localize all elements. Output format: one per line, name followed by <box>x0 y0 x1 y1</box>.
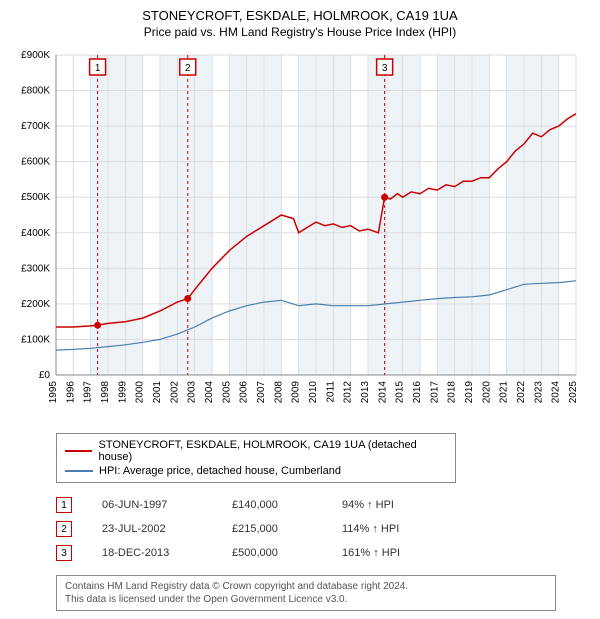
transaction-badge: 2 <box>56 521 72 537</box>
x-tick-label: 2024 <box>551 381 562 404</box>
x-tick-label: 2008 <box>273 381 284 404</box>
y-tick-label: £200K <box>21 299 50 310</box>
x-tick-label: 2015 <box>395 381 406 404</box>
x-tick-label: 2006 <box>239 381 250 404</box>
x-tick-label: 2004 <box>204 381 215 404</box>
x-tick-label: 2003 <box>187 381 198 404</box>
x-tick-label: 2001 <box>152 381 163 404</box>
transaction-price: £215,000 <box>232 523 312 535</box>
x-tick-label: 2005 <box>221 381 232 404</box>
marker-badge-number: 3 <box>382 63 388 74</box>
x-tick-label: 1995 <box>48 381 59 404</box>
x-tick-label: 2022 <box>516 381 527 404</box>
x-tick-label: 2011 <box>325 381 336 403</box>
transaction-price: £500,000 <box>232 547 312 559</box>
x-tick-label: 1999 <box>117 381 128 404</box>
legend-label: STONEYCROFT, ESKDALE, HOLMROOK, CA19 1UA… <box>98 439 447 463</box>
x-tick-label: 2021 <box>499 381 510 404</box>
y-tick-label: £600K <box>21 157 50 168</box>
chart-container: £0 £100K £200K £300K £400K £500K £600K £700K £80… <box>8 45 592 425</box>
legend-label: HPI: Average price, detached house, Cumb… <box>99 465 341 477</box>
x-tick-label: 2010 <box>308 381 319 404</box>
y-tick-label: £700K <box>21 121 50 132</box>
attribution-line2: This data is licensed under the Open Gov… <box>65 593 547 606</box>
x-tick-label: 2023 <box>533 381 544 404</box>
transaction-badge: 3 <box>56 545 72 561</box>
chart-subtitle: Price paid vs. HM Land Registry's House … <box>8 25 592 39</box>
legend-row: STONEYCROFT, ESKDALE, HOLMROOK, CA19 1UA… <box>65 438 447 464</box>
chart-title: STONEYCROFT, ESKDALE, HOLMROOK, CA19 1UA <box>8 8 592 23</box>
legend-row: HPI: Average price, detached house, Cumb… <box>65 464 447 478</box>
transaction-badge: 1 <box>56 497 72 513</box>
x-tick-label: 2002 <box>169 381 180 404</box>
x-tick-label: 2014 <box>377 381 388 404</box>
marker-badge-number: 1 <box>95 63 101 74</box>
marker-badge-number: 2 <box>185 63 191 74</box>
transaction-pct: 94% ↑ HPI <box>342 499 432 511</box>
attribution-line1: Contains HM Land Registry data © Crown c… <box>65 580 547 593</box>
x-tick-label: 2025 <box>568 381 579 404</box>
y-tick-label: £800K <box>21 86 50 97</box>
x-tick-label: 2007 <box>256 381 267 404</box>
x-tick-label: 2000 <box>135 381 146 404</box>
x-tick-label: 2016 <box>412 381 423 404</box>
transaction-pct: 114% ↑ HPI <box>342 523 432 535</box>
transaction-row: 1 06-JUN-1997 £140,000 94% ↑ HPI <box>56 493 592 517</box>
x-tick-label: 2009 <box>291 381 302 404</box>
transaction-price: £140,000 <box>232 499 312 511</box>
y-tick-label: £900K <box>21 50 50 61</box>
x-tick-label: 2020 <box>481 381 492 404</box>
attribution: Contains HM Land Registry data © Crown c… <box>56 575 556 611</box>
transaction-date: 06-JUN-1997 <box>102 499 202 511</box>
legend-swatch <box>65 450 92 452</box>
transaction-row: 3 18-DEC-2013 £500,000 161% ↑ HPI <box>56 541 592 565</box>
y-tick-label: £400K <box>21 228 50 239</box>
x-tick-label: 2018 <box>447 381 458 404</box>
x-tick-label: 2017 <box>429 381 440 404</box>
x-tick-label: 1997 <box>83 381 94 404</box>
x-tick-label: 1998 <box>100 381 111 404</box>
x-tick-label: 2012 <box>343 381 354 404</box>
y-tick-label: £300K <box>21 263 50 274</box>
legend: STONEYCROFT, ESKDALE, HOLMROOK, CA19 1UA… <box>56 433 456 483</box>
transaction-pct: 161% ↑ HPI <box>342 547 432 559</box>
x-tick-label: 1996 <box>65 381 76 404</box>
transaction-date: 18-DEC-2013 <box>102 547 202 559</box>
x-tick-label: 2013 <box>360 381 371 404</box>
price-chart: £0 £100K £200K £300K £400K £500K £600K £700K £80… <box>8 45 592 425</box>
y-tick-label: £500K <box>21 192 50 203</box>
x-tick-label: 2019 <box>464 381 475 404</box>
transaction-row: 2 23-JUL-2002 £215,000 114% ↑ HPI <box>56 517 592 541</box>
legend-swatch <box>65 470 93 472</box>
y-tick-label: £100K <box>21 334 50 345</box>
y-tick-label: £0 <box>39 370 51 381</box>
transaction-table: 1 06-JUN-1997 £140,000 94% ↑ HPI 2 23-JUL-200… <box>56 493 592 565</box>
transaction-date: 23-JUL-2002 <box>102 523 202 535</box>
title-block: STONEYCROFT, ESKDALE, HOLMROOK, CA19 1UA… <box>8 8 592 39</box>
